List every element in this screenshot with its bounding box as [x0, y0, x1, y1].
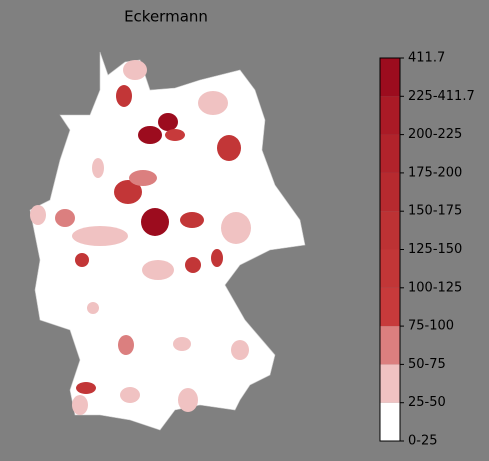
colorbar-segment [380, 172, 400, 212]
region [142, 260, 174, 280]
colorbar-segment [380, 134, 400, 173]
region [180, 212, 204, 228]
region [173, 337, 191, 351]
region [221, 212, 251, 244]
colorbar-label: 75-100 [408, 319, 454, 334]
region [178, 388, 198, 412]
region [120, 387, 140, 403]
region [185, 257, 201, 273]
region [118, 335, 134, 355]
colorbar-label: 225-411.7 [408, 89, 475, 104]
region [138, 126, 162, 144]
colorbar-label: 100-125 [408, 280, 462, 295]
region [217, 135, 241, 161]
colorbar-label: 50-75 [408, 357, 446, 372]
region [158, 113, 178, 131]
region [76, 382, 96, 394]
region [55, 209, 75, 227]
region [129, 170, 157, 186]
region [75, 253, 89, 267]
colorbar-label: 25-50 [408, 395, 446, 410]
colorbar-segment [380, 58, 400, 97]
colorbar-segment [380, 364, 400, 403]
colorbar-label: 125-150 [408, 242, 462, 257]
region [92, 158, 104, 178]
region [165, 129, 185, 141]
region [72, 395, 88, 415]
region [87, 302, 99, 314]
region [198, 91, 228, 115]
colorbar-label: 411.7 [408, 51, 445, 66]
germany-map [29, 51, 306, 431]
country-outline [29, 51, 306, 431]
colorbar-label: 200-225 [408, 127, 462, 142]
region [114, 180, 142, 204]
colorbar-segment [380, 287, 400, 327]
map-title: Eckermann [124, 8, 208, 26]
colorbar: 0-25 25-50 50-75 75-100 100-125 125-150 150-17… [379, 51, 475, 449]
colorbar-segment [380, 249, 400, 288]
region [231, 340, 249, 360]
region [116, 85, 132, 107]
colorbar-label: 175-200 [408, 165, 462, 180]
regions [30, 60, 251, 415]
colorbar-segment [380, 211, 400, 250]
region [30, 205, 46, 225]
region [141, 208, 169, 236]
region [123, 60, 147, 80]
colorbar-segment [380, 326, 400, 365]
colorbar-label: 0-25 [408, 434, 438, 449]
colorbar-segment [380, 96, 400, 135]
region [72, 226, 128, 246]
colorbar-segment [380, 402, 400, 441]
region [211, 249, 223, 267]
colorbar-label: 150-175 [408, 204, 462, 219]
